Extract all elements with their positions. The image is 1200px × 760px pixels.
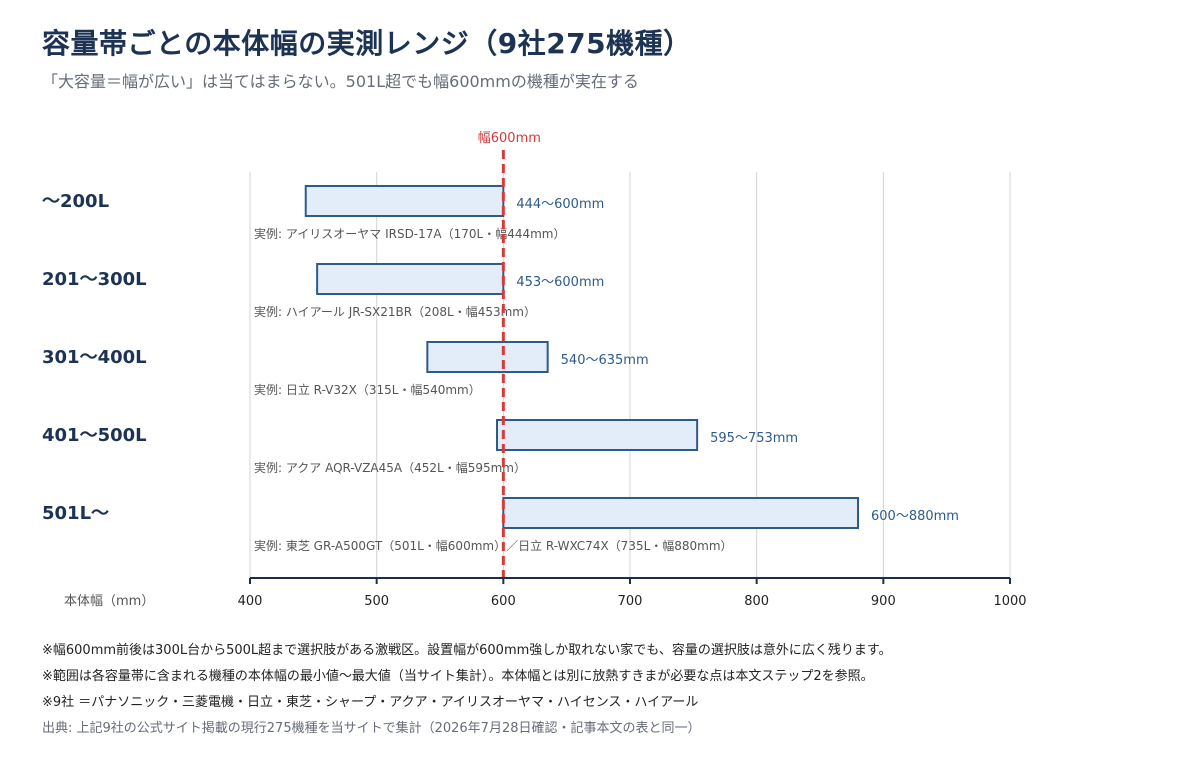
range-bar [304, 185, 505, 217]
x-tick-label: 400 [238, 594, 263, 609]
example-label: 実例: アクア AQR-VZA45A（452L・幅595mm） [254, 460, 526, 475]
range-bar [496, 419, 699, 451]
range-value-label: 540～635mm [561, 353, 649, 368]
example-label: 実例: アイリスオーヤマ IRSD-17A（170L・幅444mm） [254, 226, 566, 241]
category-label: 401～500L [42, 425, 147, 446]
range-value-label: 600～880mm [871, 509, 959, 524]
category-label: 301～400L [42, 347, 147, 368]
category-label: ～200L [42, 191, 109, 212]
category-label: 201～300L [42, 269, 147, 290]
x-tick-label: 800 [744, 594, 769, 609]
example-label: 実例: ハイアール JR-SX21BR（208L・幅453mm） [254, 304, 536, 319]
x-tick-label: 500 [364, 594, 389, 609]
range-value-label: 453～600mm [516, 275, 604, 290]
footnote: ※9社 ＝パナソニック・三菱電機・日立・東芝・シャープ・アクア・アイリスオーヤマ… [42, 695, 699, 710]
x-tick-label: 1000 [993, 594, 1026, 609]
range-bar [316, 263, 505, 295]
reference-line-label: 幅600mm [478, 131, 541, 146]
chart-title: 容量帯ごとの本体幅の実測レンジ（9社275機種） [42, 27, 692, 60]
x-tick-label: 700 [618, 594, 643, 609]
footnote: ※範囲は各容量帯に含まれる機種の本体幅の最小値～最大値（当サイト集計）。本体幅と… [42, 669, 874, 684]
range-value-label: 595～753mm [710, 431, 798, 446]
x-axis-title: 本体幅（mm） [64, 594, 154, 609]
category-label: 501L～ [42, 503, 109, 524]
x-tick-label: 600 [491, 594, 516, 609]
range-bar [426, 341, 549, 373]
range-value-label: 444～600mm [516, 197, 604, 212]
range-chart: ～200L 444～600mm 実例: アイリスオーヤマ IRSD-17A（170L… [42, 131, 1027, 609]
x-tick-label: 900 [871, 594, 896, 609]
chart-subtitle: 「大容量＝幅が広い」は当てはまらない。501L超でも幅600mmの機種が実在する [42, 72, 639, 91]
range-bar [502, 497, 859, 529]
example-label: 実例: 東芝 GR-A500GT（501L・幅600mm）／日立 R-WXC74… [254, 538, 733, 553]
source-note: 出典: 上記9社の公式サイト掲載の現行275機種を当サイトで集計（2026年7月… [42, 721, 701, 736]
example-label: 実例: 日立 R-V32X（315L・幅540mm） [254, 382, 481, 397]
footnote: ※幅600mm前後は300L台から500L超まで選択肢がある激戦区。設置幅が60… [42, 643, 892, 658]
footnotes: ※幅600mm前後は300L台から500L超まで選択肢がある激戦区。設置幅が60… [42, 638, 892, 742]
